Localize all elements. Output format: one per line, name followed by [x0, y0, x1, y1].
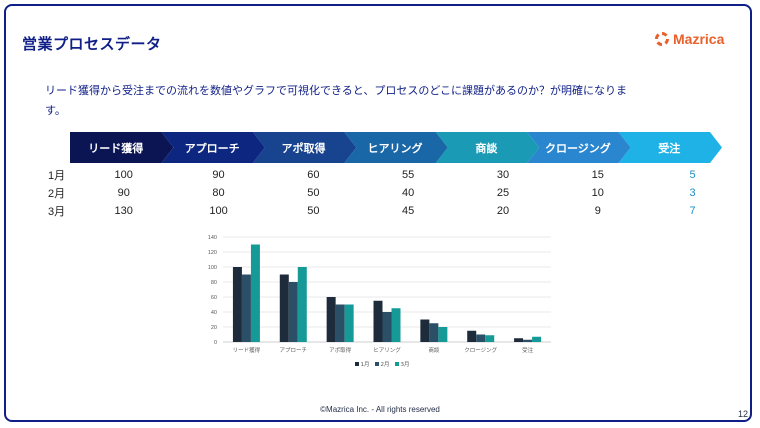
bar: [532, 336, 542, 342]
slide-title: 営業プロセスデータ: [22, 35, 162, 53]
brand-name: Mazrica: [673, 31, 725, 47]
table-cell: 40: [402, 187, 415, 199]
table-row: 2月 90 80 50 40 25 10 3: [40, 184, 740, 202]
page-number: 12: [738, 409, 749, 419]
row-month: 3月: [48, 206, 66, 218]
x-tick-label: リード獲得: [233, 346, 261, 354]
mazrica-logo-icon: [655, 32, 669, 46]
process-stage: クロージング: [527, 132, 630, 163]
table-cell: 100: [114, 169, 133, 181]
bar: [326, 297, 336, 342]
process-stage: アポ取得: [253, 132, 356, 163]
table-cell: 90: [117, 187, 130, 199]
legend-label: 2月: [381, 361, 390, 368]
bar: [429, 323, 439, 342]
process-stage: 商談: [436, 132, 539, 163]
table-cell: 3: [689, 187, 696, 199]
table-cell: 45: [402, 205, 415, 217]
table-cell: 5: [689, 169, 696, 181]
bar-chart-svg: 0 20 40 60 80 100 120 140 リード獲得 アプローチ アポ取得 ヒアリング 商談 ク…: [208, 235, 551, 368]
y-tick-label: 60: [211, 295, 217, 301]
table-cell: 55: [402, 169, 415, 181]
bar: [485, 335, 495, 342]
x-tick-label: 商談: [428, 346, 440, 354]
y-tick-label: 100: [208, 265, 217, 271]
table-cell: 90: [212, 169, 225, 181]
y-tick-label: 140: [208, 235, 217, 241]
bar: [523, 339, 533, 342]
y-tick-label: 120: [208, 250, 217, 256]
bar: [344, 304, 354, 342]
table-cell: 60: [307, 169, 320, 181]
bar: [467, 330, 477, 342]
bar: [476, 334, 486, 342]
table-cell: 50: [307, 187, 320, 199]
table-cell: 10: [591, 187, 604, 199]
bar: [420, 319, 430, 342]
legend-swatch: [375, 362, 379, 366]
table-cell: 25: [496, 187, 510, 199]
intro-text: リード獲得から受注までの流れを数値やグラフで可視化できると、プロセスのどこに課題…: [45, 84, 628, 117]
table-row: 1月 100 90 60 55 30 15 5: [40, 166, 740, 184]
process-stage: アプローチ: [161, 132, 264, 163]
process-stage: リード獲得: [70, 132, 173, 163]
y-tick-label: 0: [214, 340, 217, 346]
x-tick-label: 受注: [522, 346, 534, 354]
row-month: 1月: [48, 170, 66, 182]
table-cell: 15: [591, 169, 604, 181]
bar: [279, 274, 289, 342]
bar: [335, 304, 345, 342]
bar: [232, 267, 242, 342]
bar: [438, 327, 448, 342]
y-tick-label: 40: [211, 310, 217, 316]
table-cell: 30: [496, 169, 510, 181]
process-stage: ヒアリング: [344, 132, 447, 163]
legend-label: 3月: [401, 361, 410, 368]
bar: [250, 244, 260, 342]
x-tick-label: アプローチ: [280, 347, 308, 354]
bar: [373, 300, 383, 342]
table-cell: 7: [689, 205, 696, 217]
table-cell: 100: [209, 205, 228, 217]
bar: [382, 312, 392, 342]
y-tick-label: 80: [211, 280, 217, 286]
x-tick-label: ヒアリング: [373, 346, 401, 354]
legend-label: 1月: [361, 361, 370, 368]
process-stage: 受注: [619, 132, 722, 163]
row-month: 2月: [48, 188, 66, 200]
bar: [288, 282, 298, 342]
bar: [391, 308, 401, 342]
legend-swatch: [395, 362, 399, 366]
x-tick-label: アポ取得: [329, 346, 352, 354]
table-cell: 80: [212, 187, 225, 199]
bar: [297, 267, 307, 342]
table-cell: 9: [594, 205, 601, 217]
footer-copyright: ©Mazrica Inc. - All rights reserved: [320, 405, 440, 414]
x-tick-label: クロージング: [464, 346, 497, 354]
table-cell: 130: [114, 205, 133, 217]
bar: [514, 338, 524, 342]
y-tick-label: 20: [211, 325, 217, 331]
table-cell: 50: [307, 205, 320, 217]
process-flow: リード獲得 アプローチ アポ取得 ヒアリング 商談 クロージング 受注: [70, 132, 722, 163]
process-table: 1月 100 90 60 55 30 15 5 2月 90 80 50 40 25 10 3 3月 130 100 5…: [40, 166, 740, 220]
table-cell: 20: [496, 205, 510, 217]
legend-swatch: [355, 362, 359, 366]
brand-logo: Mazrica: [654, 31, 724, 47]
bar: [241, 274, 251, 342]
bar-chart: 0 20 40 60 80 100 120 140 リード獲得 アプローチ アポ取得 ヒアリング 商談 ク…: [195, 229, 560, 377]
table-row: 3月 130 100 50 45 20 9 7: [40, 202, 740, 220]
